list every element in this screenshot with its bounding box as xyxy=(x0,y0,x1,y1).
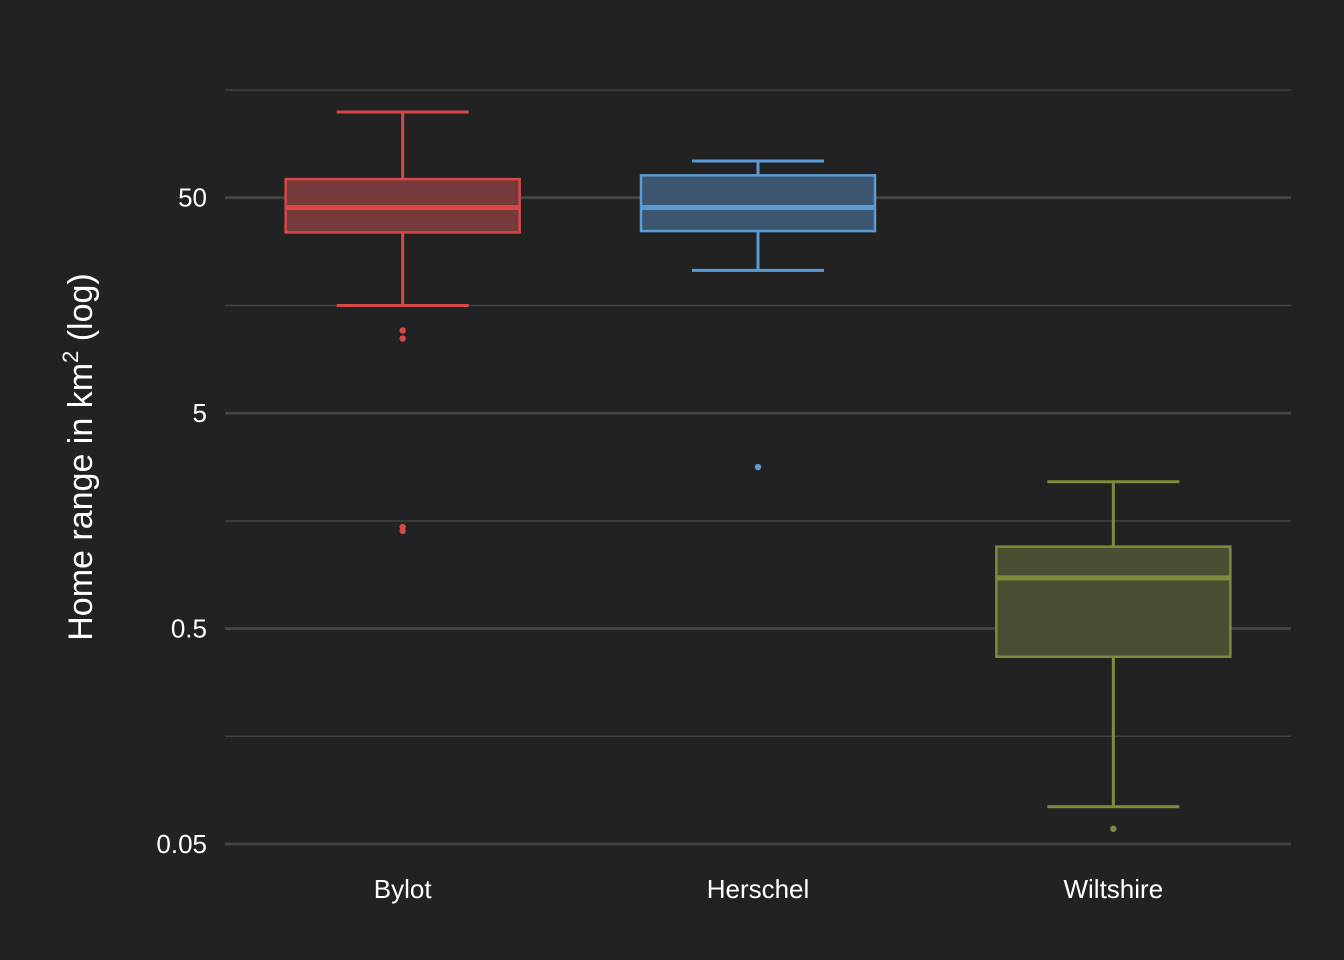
y-axis-title-superscript: 2 xyxy=(58,351,83,363)
y-tick-label: 50 xyxy=(178,183,207,213)
y-tick-label: 0.5 xyxy=(171,614,207,644)
box-wiltshire xyxy=(995,480,1232,833)
y-axis-title: Home range in km2 (log) xyxy=(58,273,100,641)
x-axis-tick-labels: Bylot Herschel Wiltshire xyxy=(374,874,1163,904)
y-tick-label: 5 xyxy=(193,398,207,428)
outlier-point xyxy=(399,527,406,535)
x-tick-label: Bylot xyxy=(374,874,433,904)
outlier-point xyxy=(399,327,406,334)
x-tick-label: Wiltshire xyxy=(1063,874,1163,904)
y-tick-label: 0.05 xyxy=(156,829,207,859)
box-bylot xyxy=(284,110,521,535)
iqr-box xyxy=(995,545,1232,658)
outlier-point xyxy=(399,335,406,342)
iqr-box xyxy=(639,174,877,233)
y-axis-tick-labels: 0.05 0.5 5 50 xyxy=(156,183,207,859)
box-herschel xyxy=(639,159,877,471)
box-series xyxy=(284,110,1232,833)
outlier-point xyxy=(754,463,762,471)
outlier-point xyxy=(1110,825,1117,833)
x-tick-label: Herschel xyxy=(707,874,810,904)
y-axis-title-main: Home range in km xyxy=(62,363,100,641)
y-axis-title-suffix: (log) xyxy=(62,273,100,350)
